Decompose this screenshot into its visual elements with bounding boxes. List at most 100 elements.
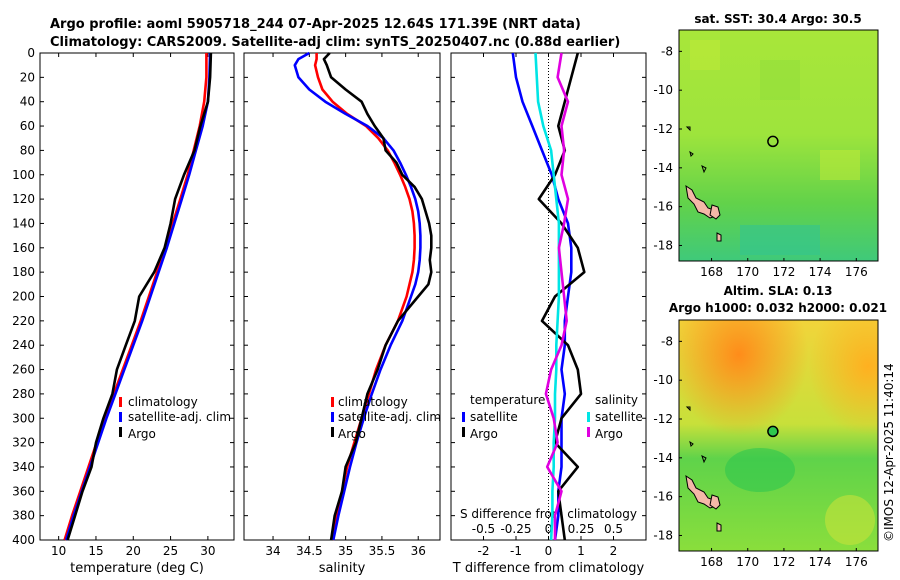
salinity-axes: 34 34.5 35 35.5 36 salinity bbox=[243, 51, 441, 576]
legend-t-satellite-swatch bbox=[462, 412, 465, 422]
legend-s-argo-label: Argo bbox=[595, 427, 623, 441]
series-line-t-satellite bbox=[511, 52, 573, 541]
y-tick-label: 340 bbox=[12, 460, 35, 474]
legend-satellite-label: satellite-adj. clim bbox=[128, 410, 231, 424]
argo-position-marker bbox=[767, 135, 779, 148]
y-tick-label: 20 bbox=[20, 70, 35, 84]
sla-patch bbox=[825, 495, 875, 545]
map-x-tick-label: 170 bbox=[736, 265, 759, 279]
map-x-tick-label: 174 bbox=[809, 265, 832, 279]
x-tick-label: -2 bbox=[478, 544, 490, 558]
x2-tick-label: -0.25 bbox=[500, 522, 531, 536]
x-tick-label: 10 bbox=[51, 544, 66, 558]
island-land bbox=[709, 494, 721, 510]
series-line-argo bbox=[66, 52, 213, 541]
x2-tick-label: 0.5 bbox=[604, 522, 623, 536]
y-tick-label: 380 bbox=[12, 509, 35, 523]
x-tick-label: 0 bbox=[545, 544, 553, 558]
x-tick-label: -1 bbox=[510, 544, 522, 558]
y-tick-label: 200 bbox=[12, 290, 35, 304]
y-tick-label: 240 bbox=[12, 338, 35, 352]
x-tick-label: 25 bbox=[163, 544, 178, 558]
island-land bbox=[716, 522, 722, 532]
x2-tick-label: -0.5 bbox=[472, 522, 495, 536]
map-x-tick-label: 176 bbox=[845, 555, 868, 569]
series-line-s-argo bbox=[544, 52, 570, 540]
y-tick-label: 320 bbox=[12, 436, 35, 450]
y-tick-label: 400 bbox=[12, 533, 35, 547]
sst-patch bbox=[690, 40, 720, 70]
legend-climatology-label: climatology bbox=[128, 395, 198, 409]
y-tick-label: 80 bbox=[20, 143, 35, 157]
sst-map-title: sat. SST: 30.4 Argo: 30.5 bbox=[694, 12, 861, 26]
x-tick-label: 35.5 bbox=[369, 544, 396, 558]
x-tick-label: 36 bbox=[411, 544, 426, 558]
y-tick-label: 360 bbox=[12, 484, 35, 498]
island-outline bbox=[685, 406, 707, 464]
sst-map-frame bbox=[678, 29, 879, 262]
y-tick-label: 300 bbox=[12, 411, 35, 425]
title-line1: Argo profile: aoml 5905718_244 07-Apr-20… bbox=[50, 17, 581, 32]
y-tick-label: 280 bbox=[12, 387, 35, 401]
map-y-tick-label: -8 bbox=[661, 44, 673, 58]
sst-patch bbox=[820, 150, 860, 180]
legend-argo-label: Argo bbox=[338, 427, 366, 441]
title-line2: Climatology: CARS2009. Satellite-adj cli… bbox=[50, 35, 620, 50]
y-tick-label: 260 bbox=[12, 363, 35, 377]
legend-satellite-label: satellite-adj. clim bbox=[338, 410, 441, 424]
y-tick-label: 40 bbox=[20, 95, 35, 109]
map-x-tick-label: 170 bbox=[736, 555, 759, 569]
legend-climatology-swatch bbox=[331, 397, 334, 407]
legend-argo-label: Argo bbox=[128, 427, 156, 441]
difference-axes: -2 -1 0 1 2 T difference from climatology S di… bbox=[450, 52, 647, 576]
x-tick-label: 35 bbox=[338, 544, 353, 558]
x2-tick-label: 0.25 bbox=[568, 522, 595, 536]
series-line-satellite-adj-clim bbox=[293, 51, 422, 541]
map-y-tick-label: -10 bbox=[653, 373, 673, 387]
y-tick-label: 60 bbox=[20, 119, 35, 133]
timestamp-watermark: ©IMOS 12-Apr-2025 11:40:14 bbox=[882, 363, 896, 542]
sla-map: Altim. SLA: 0.13 Argo h1000: 0.032 h2000… bbox=[653, 284, 887, 569]
sst-map: sat. SST: 30.4 Argo: 30.5 168 170 172 174 17… bbox=[653, 12, 879, 279]
map-y-tick-label: -18 bbox=[653, 528, 673, 542]
temperature-legend: climatology satellite-adj. clim Argo bbox=[119, 395, 231, 441]
map-x-tick-label: 176 bbox=[845, 265, 868, 279]
map-x-tick-label: 174 bbox=[809, 555, 832, 569]
sla-map-frame bbox=[678, 319, 879, 552]
y-tick-label: 140 bbox=[12, 216, 35, 230]
map-y-tick-label: -18 bbox=[653, 238, 673, 252]
legend-salinity-heading: salinity bbox=[595, 393, 638, 407]
legend-satellite-swatch bbox=[119, 412, 122, 422]
sla-map-title: Altim. SLA: 0.13 bbox=[724, 284, 833, 298]
x-tick-label: 30 bbox=[200, 544, 215, 558]
series-line-s-satellite bbox=[534, 52, 561, 541]
map-y-tick-label: -12 bbox=[653, 412, 673, 426]
x-tick-label: 2 bbox=[610, 544, 618, 558]
island-land bbox=[716, 232, 722, 242]
legend-argo-swatch bbox=[331, 427, 334, 437]
argo-position-marker bbox=[767, 425, 779, 438]
series-line-argo bbox=[322, 52, 433, 541]
map-x-tick-label: 172 bbox=[772, 555, 795, 569]
x-axis-label: T difference from climatology bbox=[452, 561, 645, 576]
x-axis-label: temperature (deg C) bbox=[70, 561, 204, 576]
y-tick-label: 120 bbox=[12, 192, 35, 206]
temperature-axes: 0 20 40 60 80 100 120 140 160 180 200 220 240 260 280 3… bbox=[12, 46, 235, 576]
sla-low-patch bbox=[725, 448, 795, 492]
legend-s-satellite-swatch bbox=[587, 412, 590, 422]
legend-s-satellite-label: satellite bbox=[595, 410, 643, 424]
x-axis-label: salinity bbox=[319, 561, 366, 576]
sst-patch bbox=[760, 60, 800, 100]
island-outline bbox=[685, 126, 707, 174]
salinity-legend: climatology satellite-adj. clim Argo bbox=[331, 395, 441, 441]
map-x-tick-label: 168 bbox=[700, 265, 723, 279]
difference-legend: temperature satellite Argo salinity sate… bbox=[462, 393, 643, 441]
map-x-tick-label: 168 bbox=[700, 555, 723, 569]
x2-tick-label: 0 bbox=[545, 522, 553, 536]
map-y-tick-label: -8 bbox=[661, 334, 673, 348]
map-y-tick-label: -12 bbox=[653, 122, 673, 136]
map-y-tick-label: -16 bbox=[653, 200, 673, 214]
y-tick-label: 180 bbox=[12, 265, 35, 279]
sla-map-subtitle: Argo h1000: 0.032 h2000: 0.021 bbox=[669, 301, 887, 315]
